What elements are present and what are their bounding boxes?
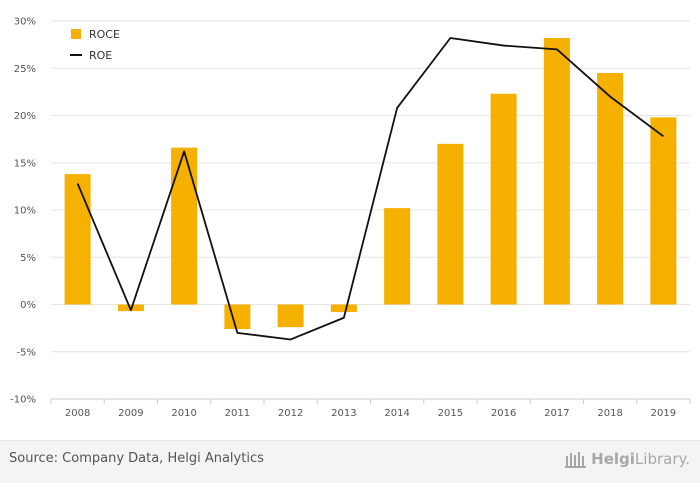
library-icon: [565, 452, 587, 468]
x-axis: 2008 2009 2010 2011 2012 2013 2014 2015 2016 2017…: [50, 398, 691, 419]
x-tick-label: 2018: [597, 408, 622, 419]
legend-label-roce: ROCE: [89, 28, 120, 41]
x-tick-label: 2019: [651, 408, 676, 419]
y-tick-label: 0%: [20, 300, 36, 311]
roce-bar[interactable]: [384, 208, 411, 305]
brand-wordmark: Helgi Library.: [591, 450, 690, 468]
roce-bar[interactable]: [64, 174, 91, 305]
x-tick-label: 2015: [438, 408, 463, 419]
x-tick-label: 2011: [225, 408, 250, 419]
y-tick-label: 20%: [14, 111, 36, 122]
x-tick-label: 2014: [384, 408, 409, 419]
brand-rest: Library.: [634, 450, 690, 468]
x-tick-label: 2012: [278, 408, 303, 419]
roe-line: [76, 37, 664, 341]
roce-bar[interactable]: [490, 93, 517, 305]
footer: Source: Company Data, Helgi Analytics He…: [0, 440, 700, 483]
legend-swatch-roce: [71, 29, 81, 39]
brand-bold: Helgi: [591, 450, 635, 468]
x-tick-label: 2009: [118, 408, 143, 419]
roce-bar[interactable]: [650, 117, 677, 305]
y-tick-label: 5%: [20, 253, 36, 264]
legend-label-roe: ROE: [89, 49, 112, 62]
y-axis: -10% -5% 0% 5% 10% 15% 20% 25% 30%: [10, 17, 36, 406]
chart: -10%-5%0%5%10%15%20%25%30% 2008 2009 2010 2…: [10, 17, 691, 419]
roce-bar[interactable]: [437, 143, 464, 305]
source-text: Source: Company Data, Helgi Analytics: [9, 451, 264, 466]
roce-bar[interactable]: [171, 147, 198, 305]
y-tick-label: 30%: [14, 17, 36, 28]
x-tick-label: 2017: [544, 408, 569, 419]
y-tick-label: -10%: [10, 395, 36, 406]
x-tick-label: 2016: [491, 408, 516, 419]
x-tick-label: 2010: [171, 408, 196, 419]
roce-bars: [64, 38, 677, 330]
y-tick-label: 25%: [14, 64, 36, 75]
roce-bar[interactable]: [277, 304, 304, 328]
roce-bar[interactable]: [543, 38, 570, 305]
roe-line-path[interactable]: [76, 37, 664, 341]
brand-logo[interactable]: Helgi Library.: [565, 450, 690, 468]
roce-bar[interactable]: [224, 304, 251, 330]
roce-bar[interactable]: [330, 304, 357, 313]
y-tick-label: 10%: [14, 206, 36, 217]
legend[interactable]: ROCE ROE: [70, 28, 120, 62]
y-tick-label: 15%: [14, 158, 36, 169]
x-tick-label: 2008: [65, 408, 90, 419]
x-tick-label: 2013: [331, 408, 356, 419]
roce-bar[interactable]: [597, 72, 624, 305]
y-tick-label: -5%: [17, 347, 36, 358]
